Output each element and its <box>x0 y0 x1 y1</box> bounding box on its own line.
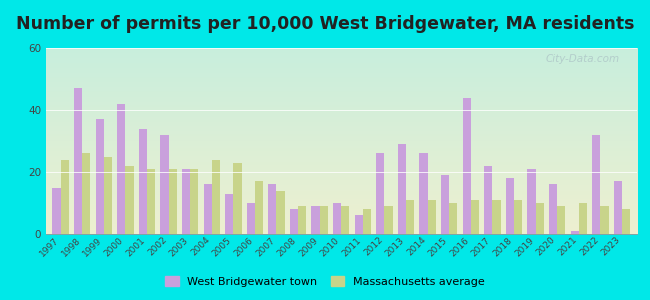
Legend: West Bridgewater town, Massachusetts average: West Bridgewater town, Massachusetts ave… <box>161 272 489 291</box>
Bar <box>96 119 104 234</box>
Bar <box>138 129 147 234</box>
Bar <box>536 203 544 234</box>
Bar <box>268 184 276 234</box>
Bar <box>471 200 479 234</box>
Bar <box>333 203 341 234</box>
Bar <box>212 160 220 234</box>
Bar <box>592 135 601 234</box>
Bar <box>428 200 436 234</box>
Bar <box>484 166 492 234</box>
Bar <box>463 98 471 234</box>
Bar <box>53 188 60 234</box>
Bar <box>255 181 263 234</box>
Bar <box>492 200 500 234</box>
Bar <box>601 206 608 234</box>
Bar <box>376 153 384 234</box>
Bar <box>82 153 90 234</box>
Bar <box>182 169 190 234</box>
Bar <box>74 88 82 234</box>
Bar <box>168 169 177 234</box>
Bar <box>441 175 449 234</box>
Bar <box>506 178 514 234</box>
Bar <box>514 200 522 234</box>
Bar <box>363 209 371 234</box>
Bar <box>557 206 566 234</box>
Bar <box>117 104 125 234</box>
Bar <box>125 166 134 234</box>
Bar <box>578 203 587 234</box>
Bar <box>60 160 69 234</box>
Bar <box>622 209 630 234</box>
Bar <box>406 200 414 234</box>
Bar <box>449 203 458 234</box>
Bar <box>398 144 406 234</box>
Bar <box>341 206 350 234</box>
Bar <box>290 209 298 234</box>
Text: City-Data.com: City-Data.com <box>545 54 619 64</box>
Bar <box>203 184 212 234</box>
Bar <box>225 194 233 234</box>
Bar <box>527 169 536 234</box>
Bar <box>161 135 168 234</box>
Bar <box>233 163 242 234</box>
Bar <box>104 157 112 234</box>
Bar <box>419 153 428 234</box>
Bar <box>571 231 578 234</box>
Bar <box>311 206 320 234</box>
Bar <box>614 181 622 234</box>
Bar <box>320 206 328 234</box>
Bar <box>549 184 557 234</box>
Bar <box>298 206 306 234</box>
Bar <box>355 215 363 234</box>
Bar <box>276 190 285 234</box>
Bar <box>247 203 255 234</box>
Bar <box>190 169 198 234</box>
Bar <box>384 206 393 234</box>
Bar <box>147 169 155 234</box>
Text: Number of permits per 10,000 West Bridgewater, MA residents: Number of permits per 10,000 West Bridge… <box>16 15 634 33</box>
